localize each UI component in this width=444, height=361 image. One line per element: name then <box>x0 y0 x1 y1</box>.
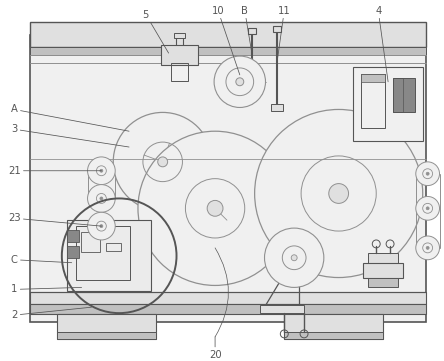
Bar <box>363 263 403 278</box>
Bar <box>248 29 256 34</box>
Text: 5: 5 <box>143 9 169 53</box>
Circle shape <box>158 157 168 167</box>
Circle shape <box>100 197 103 200</box>
Bar <box>284 332 383 339</box>
Bar <box>170 63 188 81</box>
Circle shape <box>416 236 440 260</box>
Text: 2: 2 <box>11 307 91 320</box>
Bar <box>284 314 383 339</box>
Text: 21: 21 <box>8 166 101 176</box>
Bar <box>57 332 156 339</box>
Circle shape <box>87 157 115 184</box>
Text: 23: 23 <box>8 213 101 226</box>
Circle shape <box>236 78 244 86</box>
Circle shape <box>207 200 223 216</box>
Bar <box>393 78 415 112</box>
Bar <box>271 104 283 112</box>
Bar <box>81 232 100 252</box>
Bar <box>260 305 304 313</box>
Bar <box>57 314 156 339</box>
Bar <box>161 45 198 65</box>
Bar <box>30 304 426 314</box>
Bar <box>67 246 79 258</box>
Bar <box>369 278 398 287</box>
Circle shape <box>426 247 429 249</box>
Text: 1: 1 <box>11 284 82 294</box>
Text: 10: 10 <box>212 5 240 75</box>
Bar <box>353 67 423 141</box>
Circle shape <box>329 184 349 203</box>
Bar <box>361 74 385 128</box>
Bar <box>174 33 186 38</box>
Circle shape <box>254 109 423 278</box>
Text: A: A <box>11 104 129 131</box>
Bar <box>274 26 281 32</box>
Text: 3: 3 <box>11 124 129 147</box>
Bar <box>245 74 258 82</box>
Bar <box>30 47 426 55</box>
Bar <box>369 253 398 263</box>
Bar <box>30 292 426 304</box>
Circle shape <box>87 184 115 212</box>
Bar <box>361 74 385 82</box>
Circle shape <box>426 207 429 210</box>
Circle shape <box>416 162 440 186</box>
Bar <box>67 220 151 291</box>
Circle shape <box>426 172 429 175</box>
Circle shape <box>87 212 115 240</box>
Bar <box>30 35 426 322</box>
Circle shape <box>265 228 324 287</box>
Text: 11: 11 <box>278 5 291 60</box>
Circle shape <box>100 169 103 172</box>
Bar <box>67 230 79 242</box>
Text: C: C <box>11 255 72 265</box>
Text: 4: 4 <box>375 5 388 82</box>
Text: 20: 20 <box>209 337 222 360</box>
Bar <box>393 78 403 112</box>
Circle shape <box>291 255 297 261</box>
Circle shape <box>416 196 440 220</box>
Bar <box>30 22 426 47</box>
Circle shape <box>113 112 212 211</box>
Bar <box>75 226 130 280</box>
Bar <box>106 243 121 251</box>
Circle shape <box>214 56 266 108</box>
Text: B: B <box>241 5 252 52</box>
Circle shape <box>100 225 103 227</box>
Circle shape <box>138 131 292 286</box>
